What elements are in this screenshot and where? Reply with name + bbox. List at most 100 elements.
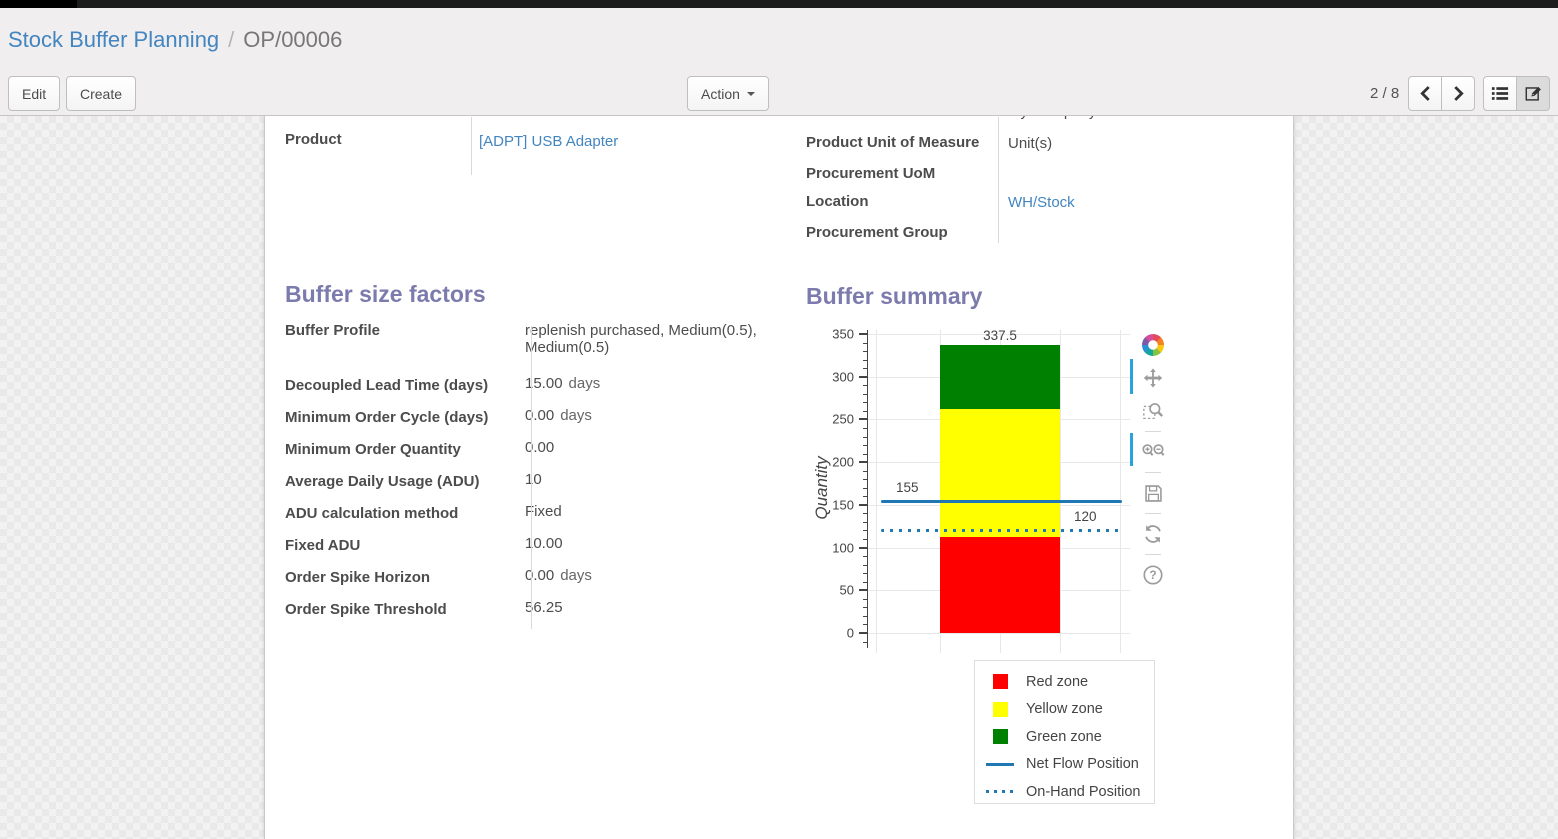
buffer-profile-value-link[interactable]: replenish purchased, Medium(0.5), Medium… — [525, 322, 757, 356]
y-axis-minor-tick — [863, 521, 868, 523]
dlt-value: 15.00 days — [512, 375, 770, 392]
buffer-profile-label: Buffer Profile — [285, 322, 381, 339]
edit-button[interactable]: Edit — [8, 76, 61, 111]
y-axis-minor-tick — [863, 453, 868, 455]
adu-method-label: ADU calculation method — [285, 505, 459, 522]
top-black-bar — [0, 0, 1558, 8]
adu-value: 10 — [525, 471, 542, 488]
pan-button[interactable] — [1140, 365, 1166, 391]
box-zoom-icon — [1143, 403, 1164, 419]
swatch-wrap — [985, 762, 1015, 766]
help-button[interactable]: ? — [1140, 562, 1166, 588]
moc-suffix: days — [560, 407, 592, 424]
pan-icon — [1143, 368, 1163, 388]
control-panel: Stock Buffer Planning / OP/00006 Edit Crea… — [0, 8, 1558, 116]
y-axis-major-tick — [859, 333, 868, 335]
yellow-zone-swatch — [992, 701, 1008, 717]
adu-method-value-link[interactable]: Fixed — [525, 503, 562, 520]
fixed-adu-label: Fixed ADU — [285, 537, 361, 554]
buffer-factors-table: Buffer Profile replenish purchased, Medi… — [285, 320, 777, 631]
chevron-left-icon — [1419, 86, 1430, 101]
y-axis-minor-tick — [863, 496, 868, 498]
previous-record-button[interactable] — [1408, 76, 1442, 111]
refresh-icon — [1145, 525, 1161, 543]
download-plot-button[interactable] — [1140, 480, 1166, 506]
field-row-moq: Minimum Order Quantity 0.00 — [285, 439, 777, 471]
product-value-link[interactable]: [ADPT] USB Adapter — [479, 133, 619, 150]
legend-item-on-hand-position[interactable]: On-Hand Position — [975, 778, 1154, 806]
moq-value: 0.00 — [525, 439, 555, 456]
bar-segment-red-zone[interactable] — [940, 536, 1060, 633]
zoom-in-out-button[interactable] — [1140, 439, 1166, 465]
list-view-button[interactable] — [1483, 76, 1517, 111]
column-separator — [471, 117, 472, 175]
breadcrumb-parent-link[interactable]: Stock Buffer Planning — [8, 27, 220, 52]
y-axis-major-tick — [859, 589, 868, 592]
dlt-suffix: days — [568, 375, 601, 392]
y-axis-minor-tick — [863, 598, 868, 600]
field-row-spike-threshold: Order Spike Threshold 56.25 — [285, 599, 777, 631]
buffer-summary-chart: Quantity 050100150200250300350112.5262.5… — [805, 320, 1285, 835]
company-value-clipped: My Company — [1008, 116, 1096, 120]
green-zone-swatch — [992, 729, 1008, 745]
legend-label: Yellow zone — [1026, 701, 1103, 718]
box-zoom-button[interactable] — [1140, 398, 1166, 424]
spike-threshold-label: Order Spike Threshold — [285, 601, 447, 618]
y-axis-minor-tick — [863, 410, 868, 412]
chart-plot-area: 050100150200250300350112.5262.5337.51551… — [832, 327, 1130, 653]
line-on-hand-position[interactable] — [881, 529, 1119, 533]
help-icon: ? — [1143, 565, 1163, 585]
field-row-buffer-profile: Buffer Profile replenish purchased, Medi… — [285, 320, 777, 375]
red-zone-swatch — [992, 674, 1008, 690]
view-switcher — [1483, 76, 1550, 111]
y-axis-major-tick — [859, 632, 868, 634]
plotly-logo-link[interactable] — [1140, 332, 1166, 358]
modebar-separator — [1145, 472, 1161, 473]
moc-label: Minimum Order Cycle (days) — [285, 409, 489, 426]
grid-line-horizontal — [868, 334, 1130, 335]
legend-item-yellow-zone[interactable]: Yellow zone — [975, 696, 1154, 724]
y-axis-minor-tick — [863, 487, 868, 489]
y-axis-minor-tick — [863, 385, 868, 387]
breadcrumb-divider: / — [228, 27, 235, 52]
modebar-accent-bar — [1130, 359, 1133, 394]
bar-segment-yellow-zone[interactable] — [940, 408, 1060, 537]
action-dropdown-button[interactable]: Action — [687, 76, 769, 111]
y-axis-major-tick — [859, 503, 868, 506]
legend-item-green-zone[interactable]: Green zone — [975, 723, 1154, 751]
swatch-wrap — [985, 674, 1015, 690]
reset-axes-button[interactable] — [1140, 521, 1166, 547]
record-pager — [1408, 76, 1475, 111]
y-axis-minor-tick — [863, 530, 868, 532]
modebar-separator — [1145, 431, 1161, 432]
y-axis-minor-tick — [863, 427, 868, 429]
y-axis-minor-tick — [863, 470, 868, 472]
y-axis-tick-label: 50 — [839, 582, 854, 598]
y-axis-minor-tick — [863, 556, 868, 558]
line-net-flow-position[interactable] — [881, 499, 1122, 503]
dlt-number: 15.00 — [525, 375, 563, 392]
y-axis-minor-tick — [863, 445, 868, 447]
location-value-link[interactable]: WH/Stock — [1008, 194, 1075, 211]
chart-modebar: ? — [1138, 332, 1168, 595]
procurement-group-label: Procurement Group — [806, 224, 948, 241]
next-record-button[interactable] — [1441, 76, 1475, 111]
swatch-wrap — [985, 701, 1015, 717]
procurement-uom-label: Procurement UoM — [806, 165, 936, 182]
spike-horizon-number: 0.00 — [525, 567, 555, 584]
y-axis-minor-tick — [863, 479, 868, 481]
bar-segment-green-zone[interactable] — [940, 344, 1060, 409]
buffer-size-factors-title: Buffer size factors — [285, 281, 486, 307]
list-icon — [1491, 87, 1509, 100]
form-view-button[interactable] — [1516, 76, 1550, 111]
field-row-dlt: Decoupled Lead Time (days) 15.00 days — [285, 375, 777, 407]
product-uom-label: Product Unit of Measure — [806, 134, 980, 151]
column-separator — [998, 117, 999, 243]
legend-item-red-zone[interactable]: Red zone — [975, 668, 1154, 696]
modebar-accent-bar — [1130, 433, 1133, 466]
line-label-net-flow-position: 155 — [896, 479, 919, 495]
create-button[interactable]: Create — [66, 76, 137, 111]
legend-item-net-flow-position[interactable]: Net Flow Position — [975, 751, 1154, 779]
spike-horizon-label: Order Spike Horizon — [285, 569, 431, 586]
